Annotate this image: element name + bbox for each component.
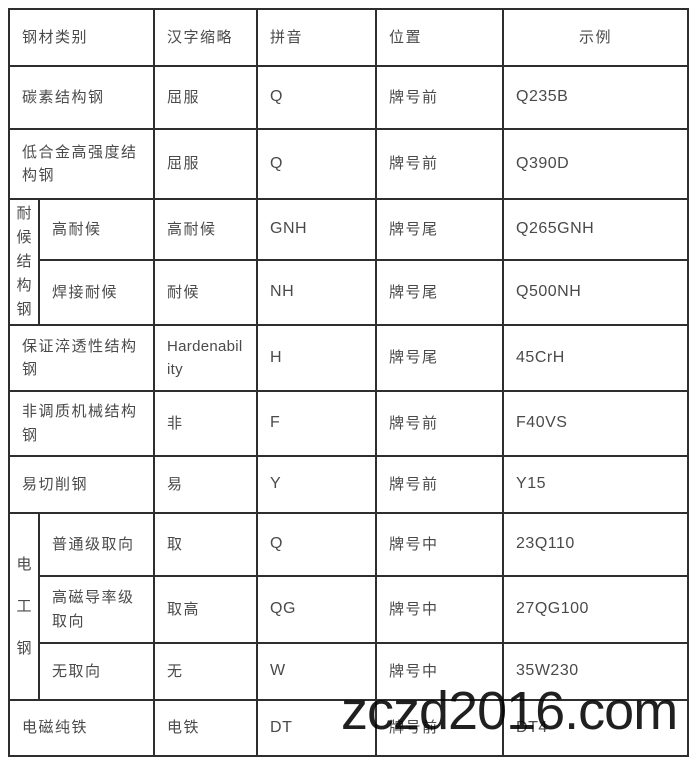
cell-abbrev: 屈服 [153,65,259,130]
cell-category: 高耐候 [37,198,156,261]
cell-pinyin: DT [256,699,378,757]
cell-category: 保证淬透性结构钢 [7,324,156,392]
table-row: 低合金高强度结构钢 屈服 Q 牌号前 Q390D [7,128,690,200]
table-row: 高磁导率级取向 取高 QG 牌号中 27QG100 [9,575,690,644]
cell-example: DT4 [502,699,690,757]
cell-position: 牌号前 [375,455,505,514]
cell-category: 电磁纯铁 [7,699,156,757]
cell-pinyin: H [256,324,378,392]
cell-pinyin: NH [256,258,378,327]
table-row: 保证淬透性结构钢 Hardenability H 牌号尾 45CrH [7,324,690,392]
cell-pinyin: Q [256,65,378,130]
cell-position: 牌号尾 [375,198,505,261]
table-row: 耐候结构钢 高耐候 高耐候 GNH 牌号尾 Q265GNH [8,198,690,326]
header-cell-pinyin: 拼音 [256,8,378,67]
cell-abbrev: 电铁 [153,699,259,757]
cell-abbrev: 易 [153,455,259,514]
cell-position: 牌号尾 [375,258,505,327]
cell-category: 非调质机械结构钢 [7,390,156,457]
cell-abbrev: 非 [153,390,259,457]
cell-position: 牌号中 [375,642,505,701]
header-cell-example: 示例 [502,8,690,67]
header-cell-position: 位置 [375,8,505,67]
cell-example: Y15 [502,455,690,514]
cell-category: 普通级取向 [37,512,156,577]
table-row: 非调质机械结构钢 非 F 牌号前 F40VS [7,390,690,457]
cell-example: Q265GNH [502,198,690,261]
cell-category: 焊接耐候 [37,258,156,327]
header-cell-abbrev: 汉字缩略 [153,8,259,67]
cell-category: 高磁导率级取向 [37,575,156,644]
cell-example: 45CrH [502,324,690,392]
group-cell-weathering-steel: 耐候结构钢 [8,198,40,326]
table-row: 碳素结构钢 屈服 Q 牌号前 Q235B [7,65,690,130]
cell-abbrev: 取 [153,512,259,577]
cell-pinyin: QG [256,575,378,644]
cell-example: 23Q110 [502,512,690,577]
cell-position: 牌号中 [375,512,505,577]
cell-example: 35W230 [502,642,690,701]
cell-pinyin: GNH [256,198,378,261]
cell-pinyin: W [256,642,378,701]
cell-example: Q235B [502,65,690,130]
cell-category: 低合金高强度结构钢 [7,128,156,200]
cell-position: 牌号前 [375,390,505,457]
cell-abbrev: Hardenability [153,324,259,392]
header-cell-category: 钢材类别 [7,8,156,67]
cell-abbrev: 取高 [153,575,259,644]
cell-abbrev: 高耐候 [153,198,259,261]
table-header-row: 钢材类别 汉字缩略 拼音 位置 示例 [7,8,690,67]
cell-position: 牌号前 [375,128,505,200]
table-row: 电工钢 普通级取向 取 Q 牌号中 23Q110 [8,512,690,701]
cell-category: 无取向 [37,642,156,701]
cell-position: 牌号前 [375,699,505,757]
cell-category: 易切削钢 [7,455,156,514]
cell-abbrev: 无 [153,642,259,701]
steel-naming-table: 钢材类别 汉字缩略 拼音 位置 示例 碳素结构钢 屈服 Q 牌号前 Q235B … [7,8,690,757]
cell-pinyin: Q [256,512,378,577]
cell-example: 27QG100 [502,575,690,644]
cell-position: 牌号尾 [375,324,505,392]
cell-abbrev: 屈服 [153,128,259,200]
cell-example: Q500NH [502,258,690,327]
cell-position: 牌号前 [375,65,505,130]
cell-pinyin: Y [256,455,378,514]
table-row: 焊接耐候 耐候 NH 牌号尾 Q500NH [9,258,690,327]
table-row: 无取向 无 W 牌号中 35W230 [9,642,690,701]
cell-example: Q390D [502,128,690,200]
cell-abbrev: 耐候 [153,258,259,327]
table-row: 电磁纯铁 电铁 DT 牌号前 DT4 [7,699,690,757]
cell-position: 牌号中 [375,575,505,644]
group-cell-electrical-steel: 电工钢 [8,512,40,701]
cell-pinyin: Q [256,128,378,200]
cell-example: F40VS [502,390,690,457]
cell-category: 碳素结构钢 [7,65,156,130]
table-row: 易切削钢 易 Y 牌号前 Y15 [7,455,690,514]
cell-pinyin: F [256,390,378,457]
